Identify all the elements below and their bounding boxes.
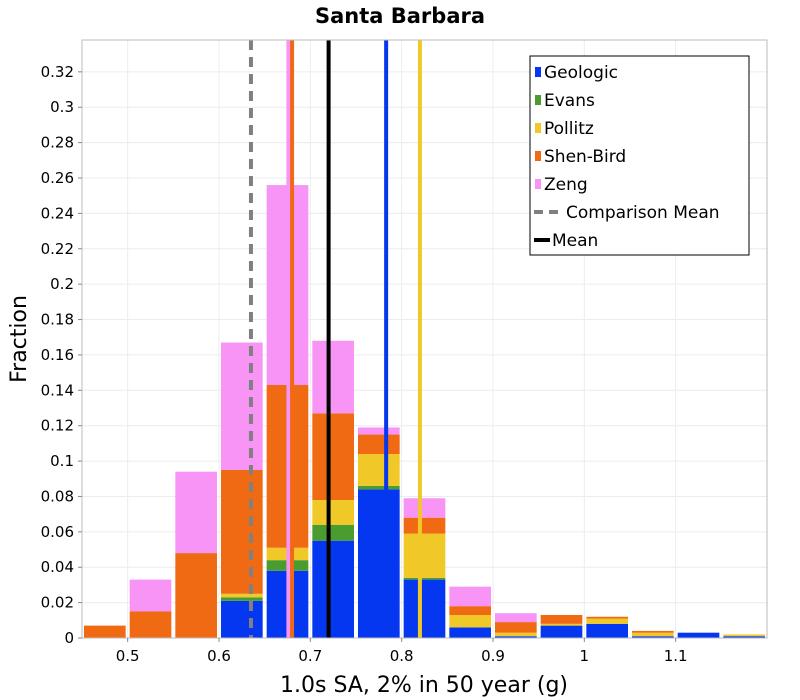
bar-segment-zeng xyxy=(358,427,400,435)
bar-segment-evans xyxy=(403,577,446,580)
bar-segment-zeng xyxy=(495,613,537,623)
bar-segment-shen-bird xyxy=(540,615,583,624)
x-tick-label: 1.1 xyxy=(664,647,688,665)
y-axis-title: Fraction xyxy=(7,295,32,383)
bar-segment-geologic xyxy=(312,540,354,638)
bar-segment-geologic xyxy=(586,623,628,638)
bar-segment-geologic xyxy=(221,600,263,638)
bar-segment-pollitz xyxy=(358,454,400,486)
y-tick-label: 0.24 xyxy=(41,204,74,222)
x-axis-title: 1.0s SA, 2% in 50 year (g) xyxy=(280,673,568,698)
bar-segment-geologic xyxy=(540,625,583,638)
bar-segment-zeng xyxy=(175,471,217,554)
chart-title: Santa Barbara xyxy=(315,4,485,28)
legend-label-mean: Mean xyxy=(552,231,598,251)
bar-segment-zeng xyxy=(221,342,263,470)
bar-segment-geologic xyxy=(723,636,765,638)
legend-label-comparison-mean: Comparison Mean xyxy=(566,203,720,223)
bar-segment-shen-bird xyxy=(495,622,537,633)
x-tick-label: 0.8 xyxy=(390,647,414,665)
bar-segment-shen-bird xyxy=(358,434,400,454)
bar-segment-shen-bird xyxy=(312,413,354,500)
legend-label-pollitz: Pollitz xyxy=(544,119,594,139)
legend-label-shen-bird: Shen-Bird xyxy=(544,147,626,167)
bar-segment-shen-bird xyxy=(221,469,263,594)
y-tick-label: 0.32 xyxy=(41,63,74,81)
legend-box xyxy=(529,55,750,256)
bar-segment-shen-bird xyxy=(129,611,172,638)
legend-swatch-zeng xyxy=(535,179,541,189)
y-tick-label: 0.3 xyxy=(50,98,74,116)
y-tick-label: 0.2 xyxy=(50,275,74,293)
y-tick-label: 0.08 xyxy=(41,487,74,505)
x-tick-label: 0.5 xyxy=(116,647,140,665)
y-tick-label: 0.16 xyxy=(41,346,74,364)
bar-segment-pollitz xyxy=(540,623,583,626)
legend-swatch-shen-bird xyxy=(535,151,541,161)
bar-segment-geologic xyxy=(403,579,446,638)
legend-swatch-geologic xyxy=(535,67,541,77)
bar-segment-geologic xyxy=(495,636,537,638)
legend-label-zeng: Zeng xyxy=(544,175,588,195)
y-axis-ticks: 0 0.02 0.04 0.06 0.08 0.1 0.12 0.14 0.16 0.18 0.2 0… xyxy=(41,63,82,647)
bar-segment-pollitz xyxy=(586,618,628,624)
bar-segment-geologic xyxy=(449,627,491,638)
y-tick-label: 0.02 xyxy=(41,594,74,612)
bar-segment-pollitz xyxy=(312,500,354,525)
legend-label-evans: Evans xyxy=(544,91,595,111)
bar-segment-pollitz xyxy=(723,634,765,637)
y-tick-label: 0.26 xyxy=(41,169,74,187)
bar-segment-pollitz xyxy=(403,533,446,578)
bar-segment-zeng xyxy=(312,340,354,414)
y-tick-label: 0.12 xyxy=(41,417,74,435)
x-tick-label: 0.9 xyxy=(481,647,505,665)
y-tick-label: 0 xyxy=(64,629,74,647)
bar-segment-evans xyxy=(358,485,400,490)
bar-segment-shen-bird xyxy=(403,517,446,534)
legend-label-geologic: Geologic xyxy=(544,63,618,83)
x-tick-label: 0.7 xyxy=(298,647,322,665)
x-tick-label: 1 xyxy=(580,647,590,665)
y-tick-label: 0.28 xyxy=(41,134,74,152)
x-axis-ticks: 0.5 0.6 0.7 0.8 0.9 1 1.1 xyxy=(116,638,688,665)
bar-segment-evans xyxy=(221,597,263,601)
bar-segment-zeng xyxy=(403,498,446,518)
y-tick-label: 0.1 xyxy=(50,452,74,470)
bar-segment-shen-bird xyxy=(449,606,491,615)
bar-segment-geologic xyxy=(677,632,720,638)
bar-segment-geologic xyxy=(358,489,400,638)
bar-segment-zeng xyxy=(449,586,491,607)
legend: Geologic Evans Pollitz Shen-Bird Zeng Compari… xyxy=(529,55,750,256)
y-tick-label: 0.14 xyxy=(41,381,74,399)
y-tick-label: 0.04 xyxy=(41,558,74,576)
y-tick-label: 0.18 xyxy=(41,311,74,329)
bar-segment-pollitz xyxy=(495,632,537,637)
bar-segment-pollitz xyxy=(449,615,491,628)
y-tick-label: 0.22 xyxy=(41,240,74,258)
bar-segment-shen-bird xyxy=(632,630,674,633)
y-tick-label: 0.06 xyxy=(41,523,74,541)
bar-segment-pollitz xyxy=(221,593,263,598)
bar-segment-zeng xyxy=(129,579,172,612)
x-tick-label: 0.6 xyxy=(207,647,231,665)
bar-segment-evans xyxy=(312,524,354,541)
bar-segment-shen-bird xyxy=(586,616,628,619)
legend-swatch-evans xyxy=(535,95,541,105)
bar-segment-shen-bird xyxy=(84,625,126,638)
mean-lines xyxy=(248,40,422,638)
plot-border xyxy=(81,39,768,639)
bar-segment-geologic xyxy=(632,636,674,638)
bar-segment-pollitz xyxy=(632,632,674,637)
legend-swatch-pollitz xyxy=(535,123,541,133)
bar-segment-shen-bird xyxy=(175,553,217,638)
